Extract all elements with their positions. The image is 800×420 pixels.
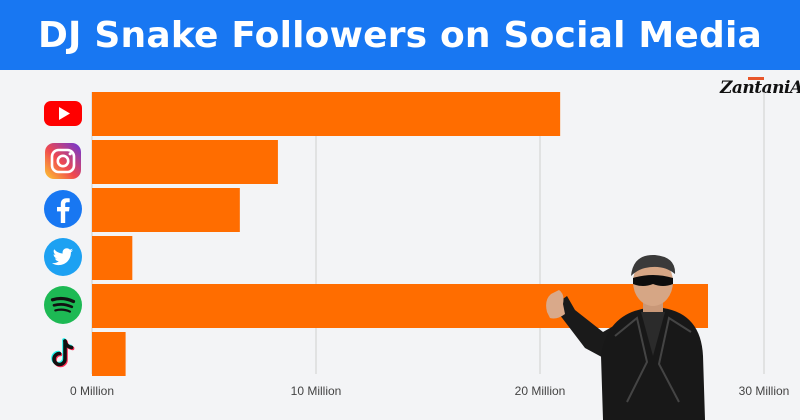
artist-photo — [546, 254, 705, 420]
x-tick-label: 10 Million — [291, 384, 342, 398]
title-banner — [0, 0, 800, 70]
bar-instagram — [92, 140, 278, 184]
brand-logo: ZantaniA — [720, 78, 800, 98]
tiktok-icon — [43, 333, 83, 373]
page-title: DJ Snake Followers on Social Media — [37, 14, 763, 56]
x-tick-label: 20 Million — [515, 384, 566, 398]
spotify-icon — [43, 285, 83, 325]
bar-spotify — [92, 284, 708, 328]
brand-logo-accent — [748, 77, 764, 80]
twitter-icon — [43, 237, 83, 277]
bar-youtube — [92, 92, 561, 136]
facebook-icon — [43, 189, 83, 229]
bar-chart: 0 Million 10 Million 20 Million 30 Million — [70, 92, 789, 398]
bars — [92, 92, 708, 376]
x-tick-label: 0 Million — [70, 384, 114, 398]
bar-facebook — [92, 188, 240, 232]
instagram-icon — [43, 141, 83, 181]
youtube-icon — [43, 93, 83, 133]
x-tick-label: 30 Million — [739, 384, 790, 398]
x-axis-ticks: 0 Million 10 Million 20 Million 30 Million — [70, 384, 789, 398]
bar-tiktok — [92, 332, 126, 376]
bar-twitter — [92, 236, 133, 280]
